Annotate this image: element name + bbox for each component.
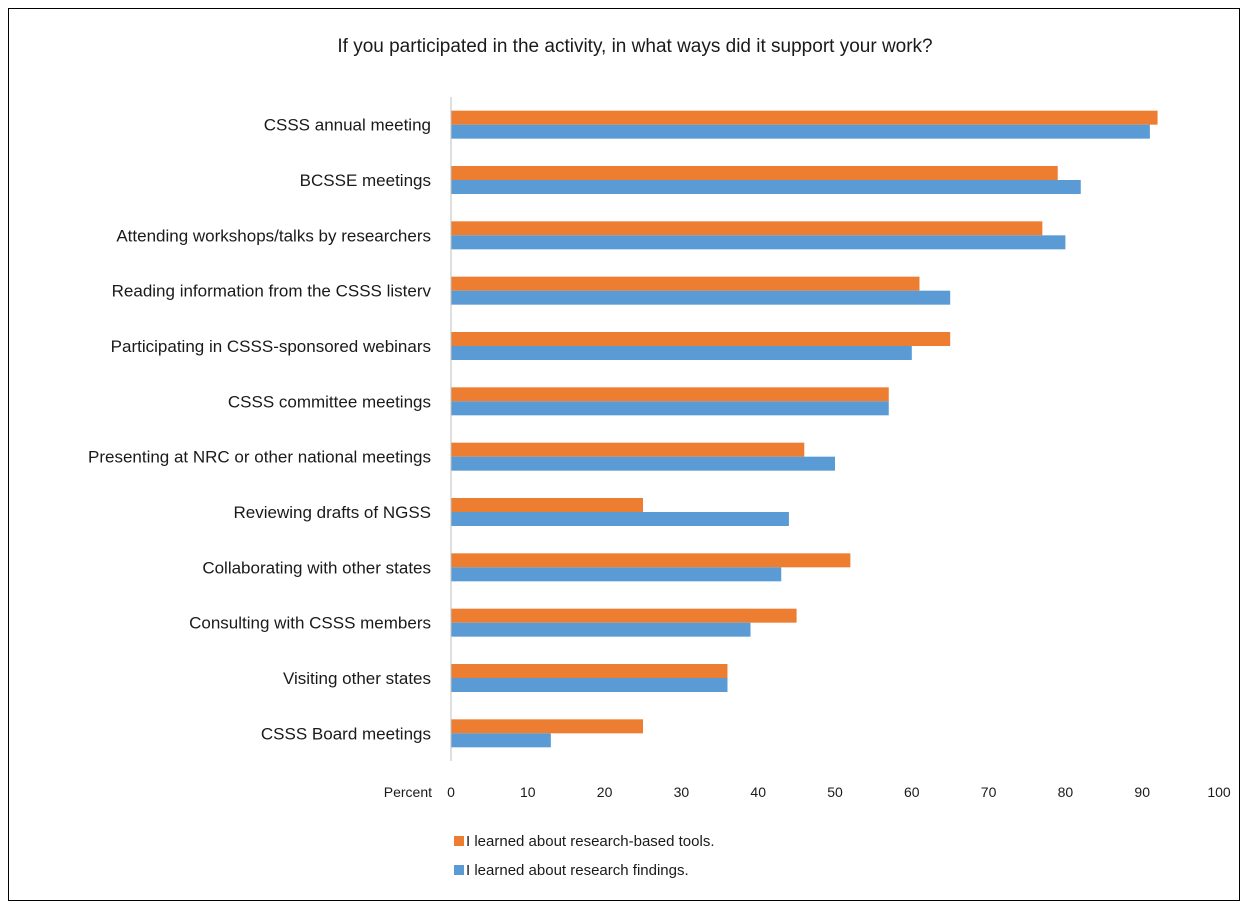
x-tick-label: 20 — [597, 784, 613, 800]
category-label: Consulting with CSSS members — [189, 614, 431, 633]
bar-series-0 — [451, 332, 951, 346]
x-tick-label: 100 — [1207, 784, 1231, 800]
x-tick-label: 30 — [674, 784, 690, 800]
bar-series-1 — [451, 346, 912, 360]
bar-series-0 — [451, 387, 889, 402]
bar-series-0 — [451, 719, 643, 734]
chart-title: If you participated in the activity, in … — [337, 36, 932, 57]
bar-series-0 — [451, 442, 805, 457]
category-label: CSSS annual meeting — [264, 116, 431, 135]
category-label: Participating in CSSS-sponsored webinars — [111, 337, 431, 356]
category-label: CSSS committee meetings — [228, 392, 431, 411]
bar-series-1 — [451, 180, 1081, 194]
bar-series-1 — [451, 124, 1150, 139]
bar-series-1 — [451, 290, 951, 305]
legend: I learned about research-based tools. I l… — [454, 833, 715, 879]
bars-group — [451, 110, 1158, 748]
legend-label-0: I learned about research-based tools. — [466, 833, 715, 850]
bar-series-0 — [451, 664, 728, 678]
category-labels: CSSS annual meeting BCSSE meetings Attendi… — [88, 116, 432, 744]
x-tick-label: 50 — [827, 784, 843, 800]
bar-series-1 — [451, 235, 1066, 250]
bar-chart: If you participated in the activity, in … — [88, 36, 1231, 879]
x-tick-label: 80 — [1058, 784, 1074, 800]
chart-frame: If you participated in the activity, in … — [8, 8, 1240, 901]
x-tick-label: 60 — [904, 784, 920, 800]
x-tick-label: 10 — [520, 784, 536, 800]
category-label: Visiting other states — [283, 669, 431, 688]
bar-series-0 — [451, 498, 643, 512]
category-label: Attending workshops/talks by researchers — [116, 226, 431, 245]
category-label: Reviewing drafts of NGSS — [234, 503, 431, 522]
category-label: BCSSE meetings — [300, 171, 431, 190]
legend-swatch-0 — [454, 836, 464, 846]
bar-series-1 — [451, 622, 751, 637]
legend-swatch-1 — [454, 865, 464, 875]
bar-series-1 — [451, 512, 789, 526]
bar-series-0 — [451, 166, 1058, 180]
bar-series-0 — [451, 221, 1043, 236]
x-tick-label: 90 — [1134, 784, 1150, 800]
x-tick-labels: 0 10 20 30 40 50 60 70 80 90 100 — [447, 784, 1231, 800]
bar-series-0 — [451, 110, 1158, 125]
bar-series-1 — [451, 456, 835, 471]
bar-series-0 — [451, 608, 797, 623]
x-tick-label: 40 — [750, 784, 766, 800]
category-label: CSSS Board meetings — [261, 724, 431, 743]
bar-series-1 — [451, 733, 551, 748]
x-tick-label: 0 — [447, 784, 455, 800]
bar-series-0 — [451, 553, 851, 568]
category-label: Collaborating with other states — [202, 558, 431, 577]
x-tick-label: 70 — [981, 784, 997, 800]
bar-series-1 — [451, 401, 889, 416]
x-axis-label: Percent — [384, 784, 432, 800]
category-label: Reading information from the CSSS lister… — [112, 282, 432, 301]
bar-series-0 — [451, 276, 920, 291]
bar-series-1 — [451, 678, 728, 692]
category-label: Presenting at NRC or other national meet… — [88, 448, 431, 467]
bar-series-1 — [451, 567, 782, 582]
legend-label-1: I learned about research findings. — [466, 862, 689, 879]
